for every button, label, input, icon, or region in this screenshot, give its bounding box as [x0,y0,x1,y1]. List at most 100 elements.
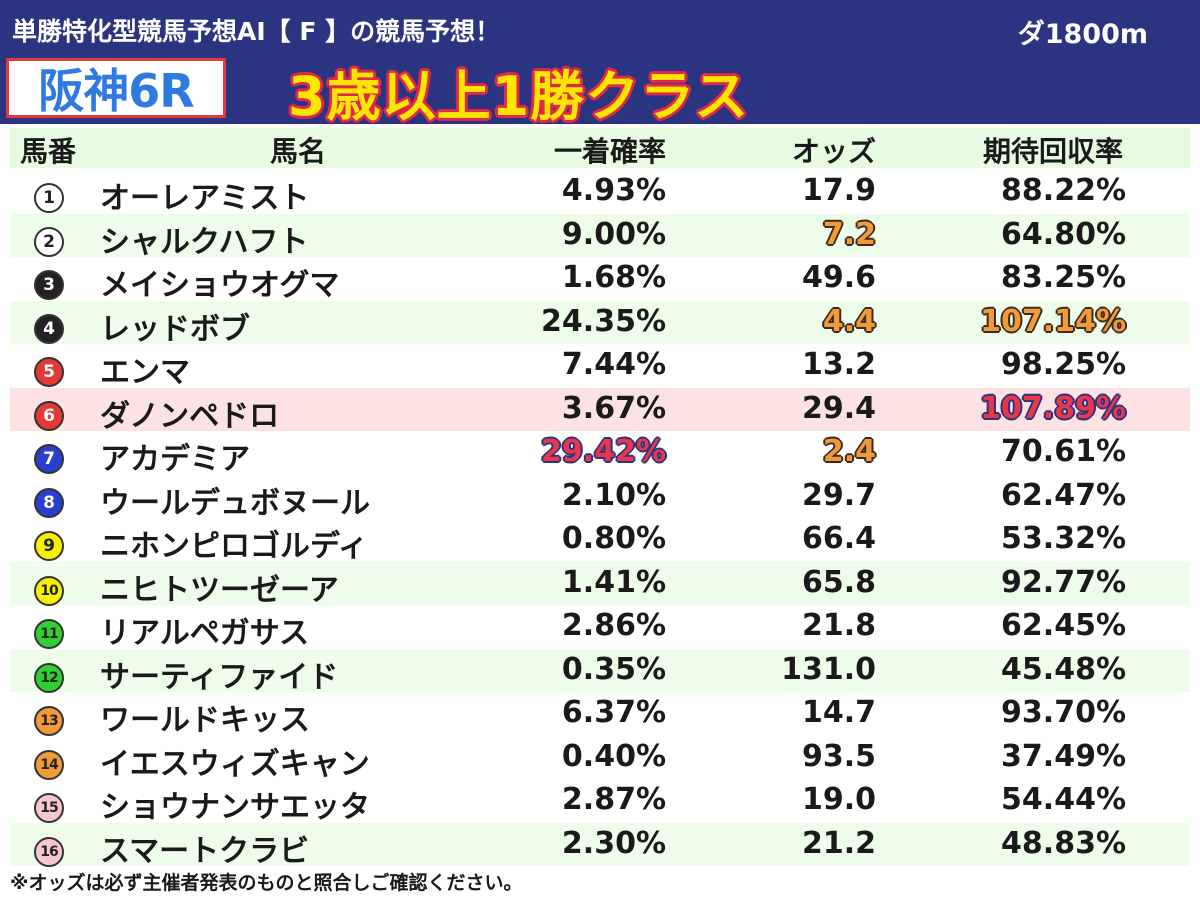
horse-number-cell: 11 [34,611,64,649]
table-row: 5 エンマ 7.44% 13.2 98.25% [10,344,1190,390]
horse-number-cell: 10 [34,568,64,606]
race-distance: ダ1800m [1017,19,1148,50]
table-row: 10 ニヒトツーゼーア 1.41% 65.8 92.77% [10,561,1190,608]
expected-roi: 83.25% [1001,260,1126,295]
horse-number-badge: 16 [34,836,64,867]
win-probability: 2.10% [561,477,666,513]
odds-value: 14.7 [801,695,876,730]
table-body: 1 オーレアミスト 4.93% 17.9 88.22% 2 シャルクハフト 9.00% 7.2 6… [10,170,1190,869]
horse-number-badge: 2 [34,226,64,257]
expected-roi: 64.80% [1001,216,1126,252]
win-probability: 0.40% [561,738,666,774]
horse-number-cell: 8 [34,481,64,518]
expected-roi: 107.14% [980,303,1126,339]
odds-value: 19.0 [801,782,876,817]
horse-number-cell: 6 [34,394,64,431]
odds-value: 4.4 [822,303,876,339]
expected-roi: 53.32% [1001,521,1126,556]
horse-number-cell: 3 [34,263,64,300]
win-probability: 7.44% [561,347,666,382]
horse-number-badge: 13 [34,706,64,736]
header-win-prob: 一着確率 [553,135,666,168]
horse-name: リアルペガサス [100,616,310,651]
expected-roi: 62.45% [1001,608,1126,643]
odds-value: 17.9 [801,173,876,208]
horse-number-cell: 4 [34,307,64,344]
odds-value: 7.2 [822,216,876,252]
horse-name: ワールドキッス [100,703,310,738]
table-row: 7 アカデミア 29.42% 2.4 70.61% [10,431,1190,477]
header-banner: 単勝特化型競馬予想AI【 F 】の競馬予想！ ダ1800m 阪神6R 3歳以上1… [0,0,1200,128]
table-row: 11 リアルペガサス 2.86% 21.8 62.45% [10,605,1190,651]
horse-name: ウールデュボヌール [100,485,370,521]
horse-number-badge: 5 [34,357,64,387]
horse-number-cell: 1 [34,176,64,213]
horse-number-badge: 10 [34,575,64,606]
horse-number-cell: 2 [34,220,64,257]
horse-number-badge: 12 [34,662,64,693]
horse-number-cell: 14 [34,742,64,780]
header-number: 馬番 [20,135,77,168]
horse-number-badge: 11 [34,619,64,649]
race-class-title: 3歳以上1勝クラス [288,65,750,128]
horse-name: ニヒトツーゼーア [100,572,339,608]
odds-value: 29.7 [801,477,876,513]
odds-value: 21.2 [801,825,876,861]
win-probability: 4.93% [561,173,666,208]
win-probability: 0.35% [561,651,666,687]
horse-number-badge: 3 [34,270,64,300]
horse-number-cell: 15 [34,785,64,823]
table-row: 3 メイショウオグマ 1.68% 49.6 83.25% [10,257,1190,303]
odds-value: 13.2 [801,347,876,382]
table-row: 12 サーティファイド 0.35% 131.0 45.48% [10,648,1190,695]
horse-number-badge: 9 [34,531,64,561]
win-probability: 24.35% [541,303,666,339]
table-row: 15 ショウナンサエッタ 2.87% 19.0 54.44% [10,779,1190,825]
race-name: 阪神6R [38,64,194,118]
table-row: 6 ダノンペドロ 3.67% 29.4 107.89% [10,387,1190,434]
header-name: 馬名 [269,135,326,168]
horse-number-badge: 1 [34,183,64,213]
header-odds: オッズ [791,135,876,168]
win-probability: 0.80% [561,521,666,556]
horse-name: オーレアミスト [100,181,310,216]
odds-value: 93.5 [801,738,876,774]
win-probability: 9.00% [561,216,666,252]
table-row: 14 イエスウィズキャン 0.40% 93.5 37.49% [10,736,1190,782]
horse-name: サーティファイド [100,659,339,695]
horse-number-badge: 14 [34,749,64,780]
horse-number-badge: 7 [34,444,64,474]
horse-number-cell: 5 [34,350,64,387]
win-probability: 6.37% [561,695,666,730]
horse-name: アカデミア [100,442,250,477]
horse-name: スマートクラビ [100,833,310,869]
odds-value: 49.6 [801,260,876,295]
horse-name: ニホンピロゴルディ [100,529,368,564]
header-roi: 期待回収率 [982,135,1123,168]
horse-number-cell: 16 [34,829,64,867]
win-probability: 2.87% [561,782,666,817]
expected-roi: 88.22% [1001,173,1126,208]
expected-roi: 98.25% [1001,347,1126,382]
horse-name: ダノンペドロ [100,398,280,434]
odds-value: 29.4 [801,390,876,426]
odds-value: 66.4 [801,521,876,556]
odds-value: 2.4 [822,434,876,469]
horse-number-badge: 8 [34,487,64,518]
horse-number-badge: 4 [34,313,64,344]
expected-roi: 70.61% [1001,434,1126,469]
horse-name: レッドボブ [100,311,250,347]
table-row: 13 ワールドキッス 6.37% 14.7 93.70% [10,692,1190,738]
odds-value: 65.8 [801,564,876,600]
horse-number-badge: 6 [34,400,64,431]
odds-value: 21.8 [801,608,876,643]
horse-number-badge: 15 [34,793,64,823]
win-probability: 3.67% [561,390,666,426]
horse-name: メイショウオグマ [100,268,340,303]
race-name-box: 阪神6R [6,58,226,118]
horse-number-cell: 9 [34,524,64,561]
win-probability: 1.41% [561,564,666,600]
table-row: 16 スマートクラビ 2.30% 21.2 48.83% [10,822,1190,869]
expected-roi: 107.89% [980,390,1126,426]
table-row: 8 ウールデュボヌール 2.10% 29.7 62.47% [10,475,1190,521]
